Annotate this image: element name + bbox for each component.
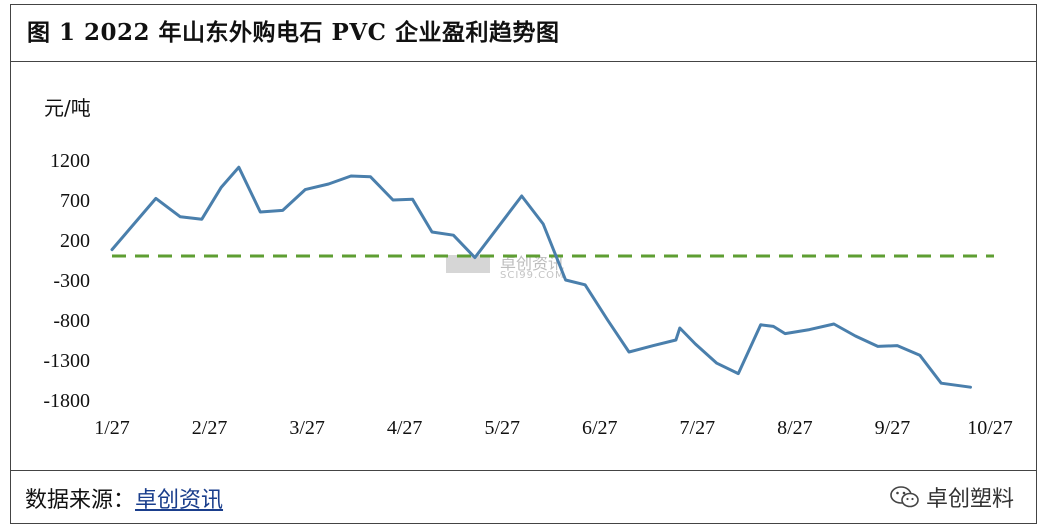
x-tick-label: 1/27 (94, 417, 130, 439)
x-tick-label: 2/27 (192, 417, 228, 439)
y-tick-label: 700 (60, 190, 90, 212)
watermark-logo (446, 255, 490, 273)
x-tick-label: 10/27 (967, 417, 1013, 439)
chart-title: 图 1 2022 年山东外购电石 PVC 企业盈利趋势图 (27, 19, 560, 46)
y-tick-label: -300 (53, 270, 90, 292)
footer: 数据来源：卓创资讯 卓创塑料 (11, 470, 1036, 525)
wechat-icon (890, 486, 919, 508)
x-tick-label: 4/27 (387, 417, 423, 439)
figure-frame: 图 1 2022 年山东外购电石 PVC 企业盈利趋势图 数据来源：卓创资讯 卓… (10, 4, 1037, 524)
y-tick-label: 200 (60, 230, 90, 252)
source-label: 数据来源： (25, 488, 136, 513)
x-tick-label: 6/27 (582, 417, 618, 439)
x-tick-label: 5/27 (484, 417, 520, 439)
y-tick-label: -1300 (43, 350, 90, 372)
x-tick-label: 9/27 (875, 417, 911, 439)
x-tick-label: 8/27 (777, 417, 813, 439)
source-caption: 数据来源：卓创资讯 (25, 482, 223, 514)
y-tick-label: 1200 (50, 150, 90, 172)
y-tick-label: -1800 (43, 390, 90, 412)
x-axis-ticks: 1/27 2/27 3/27 4/27 5/27 6/27 7/27 8/27 9/27 10/2… (94, 417, 1013, 439)
y-tick-label: -800 (53, 310, 90, 332)
y-axis-ticks: 1200 700 200 -300 -800 -1300 -1800 (43, 150, 90, 412)
watermark: 卓创资讯 SCI99.COM (446, 254, 565, 281)
watermark-domain: SCI99.COM (500, 270, 565, 281)
y-axis-unit: 元/吨 (44, 96, 91, 120)
profit-series-line (110, 165, 972, 389)
x-tick-label: 3/27 (289, 417, 325, 439)
x-tick-label: 7/27 (680, 417, 716, 439)
brand-name: 卓创塑料 (925, 487, 1014, 512)
watermark-name: 卓创资讯 (500, 254, 564, 273)
source-link[interactable]: 卓创资讯 (135, 488, 224, 513)
title-bar: 图 1 2022 年山东外购电石 PVC 企业盈利趋势图 (11, 5, 1036, 62)
brand: 卓创塑料 (890, 481, 1014, 513)
